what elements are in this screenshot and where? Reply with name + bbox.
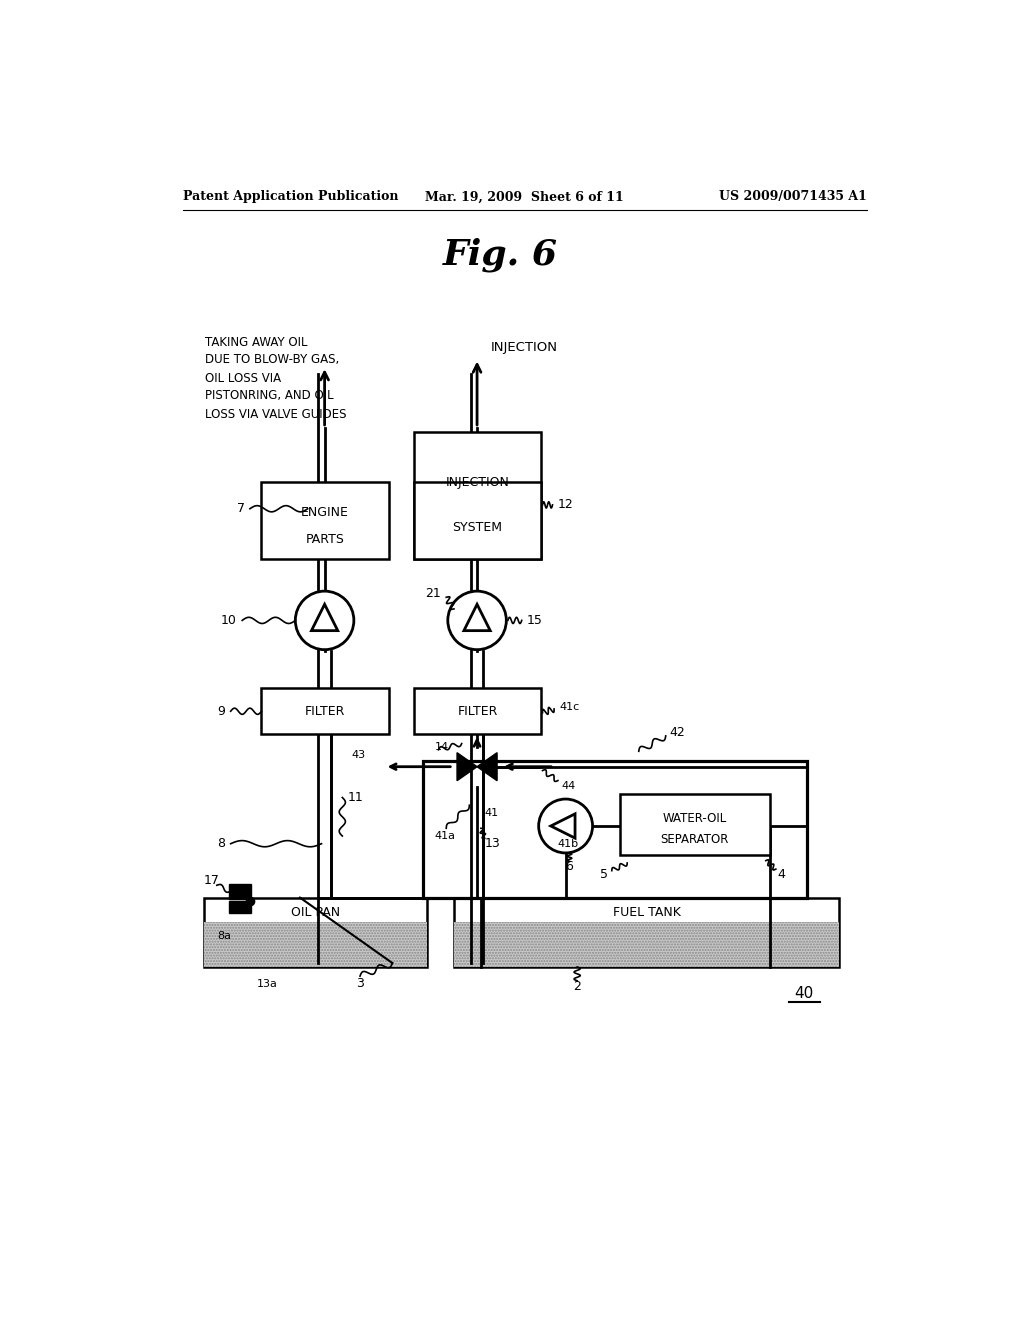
Polygon shape: [477, 752, 497, 780]
Text: ENGINE: ENGINE: [301, 506, 349, 519]
Text: 41: 41: [484, 808, 499, 818]
Text: Fig. 6: Fig. 6: [442, 238, 558, 272]
Text: FUEL TANK: FUEL TANK: [612, 907, 680, 919]
Text: 42: 42: [670, 726, 685, 739]
Polygon shape: [551, 814, 575, 838]
Bar: [414, 688, 541, 734]
Bar: [204, 921, 427, 966]
Polygon shape: [457, 752, 477, 780]
Text: 41b: 41b: [558, 838, 579, 849]
Bar: [229, 884, 251, 899]
Text: 13: 13: [484, 837, 501, 850]
Bar: [229, 900, 251, 913]
Text: 41c: 41c: [559, 702, 580, 711]
Text: 5: 5: [600, 869, 608, 880]
Text: Mar. 19, 2009  Sheet 6 of 11: Mar. 19, 2009 Sheet 6 of 11: [425, 190, 625, 203]
Circle shape: [539, 799, 593, 853]
Text: SYSTEM: SYSTEM: [453, 520, 503, 533]
Text: 10: 10: [221, 614, 237, 627]
Text: 44: 44: [562, 781, 577, 791]
Circle shape: [447, 591, 506, 649]
Text: 4: 4: [777, 869, 785, 880]
Text: 43: 43: [351, 750, 366, 760]
Text: 40: 40: [795, 986, 814, 1002]
Text: Patent Application Publication: Patent Application Publication: [183, 190, 398, 203]
Bar: [261, 688, 388, 734]
Bar: [261, 482, 388, 558]
Text: 21: 21: [425, 587, 441, 601]
Text: 15: 15: [527, 614, 543, 627]
Bar: [423, 760, 807, 898]
Circle shape: [295, 591, 354, 649]
Text: 9: 9: [217, 705, 225, 718]
Text: 8: 8: [217, 837, 225, 850]
Text: OIL PAN: OIL PAN: [291, 907, 340, 919]
Text: 3: 3: [356, 977, 364, 990]
Bar: [454, 898, 839, 966]
Bar: [414, 482, 541, 558]
Text: INJECTION: INJECTION: [445, 477, 509, 490]
Polygon shape: [311, 605, 338, 631]
Text: SEPARATOR: SEPARATOR: [660, 833, 729, 846]
Text: 7: 7: [237, 502, 245, 515]
Text: 14: 14: [435, 742, 449, 752]
Text: 11: 11: [348, 791, 364, 804]
Text: 12: 12: [558, 499, 573, 511]
Text: 41a: 41a: [435, 832, 456, 841]
Text: 8a: 8a: [217, 931, 231, 941]
Bar: [454, 921, 839, 966]
Text: INJECTION: INJECTION: [490, 341, 558, 354]
Text: WATER-OIL: WATER-OIL: [663, 812, 727, 825]
Polygon shape: [464, 605, 490, 631]
Text: TAKING AWAY OIL
DUE TO BLOW-BY GAS,
OIL LOSS VIA
PISTONRING, AND OIL
LOSS VIA VA: TAKING AWAY OIL DUE TO BLOW-BY GAS, OIL …: [205, 335, 347, 421]
Text: 13a: 13a: [257, 979, 279, 989]
Text: FILTER: FILTER: [458, 705, 498, 718]
Bar: [620, 793, 770, 855]
Text: 17: 17: [204, 874, 219, 887]
Text: 6: 6: [565, 861, 573, 874]
Bar: [204, 898, 427, 966]
Text: FILTER: FILTER: [305, 705, 345, 718]
Text: PARTS: PARTS: [305, 533, 344, 546]
Text: US 2009/0071435 A1: US 2009/0071435 A1: [719, 190, 866, 203]
Bar: [414, 432, 541, 558]
Text: 2: 2: [573, 979, 581, 993]
